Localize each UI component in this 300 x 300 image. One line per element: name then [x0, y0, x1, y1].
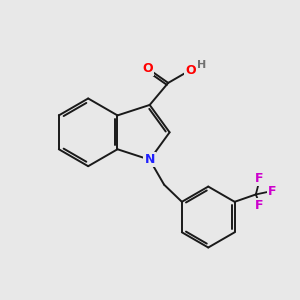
Text: F: F [268, 185, 276, 198]
Text: F: F [255, 199, 264, 212]
Text: H: H [197, 60, 206, 70]
Text: N: N [145, 153, 155, 166]
Text: F: F [255, 172, 264, 185]
Text: O: O [185, 64, 196, 77]
Text: O: O [142, 62, 153, 75]
